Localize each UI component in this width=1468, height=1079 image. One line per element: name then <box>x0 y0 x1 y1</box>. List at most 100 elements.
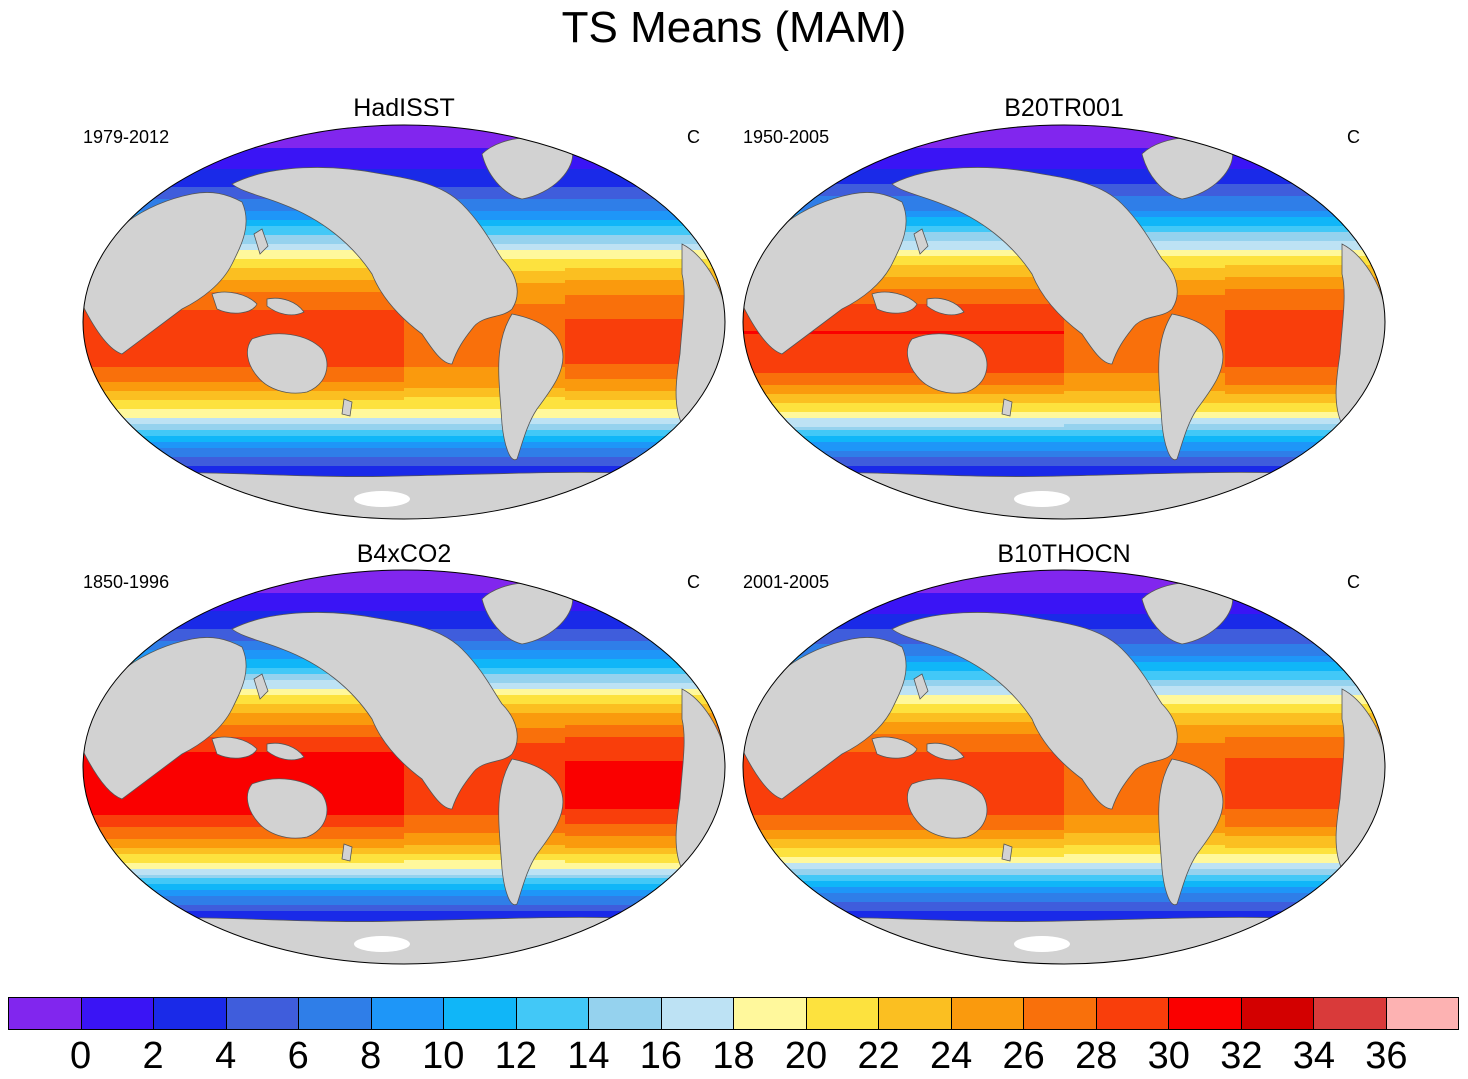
sst-band <box>162 490 244 494</box>
sst-band <box>565 439 647 443</box>
sst-band <box>1225 647 1307 651</box>
sst-band <box>1305 493 1385 497</box>
sst-band <box>83 478 164 482</box>
sst-band <box>822 629 904 633</box>
sst-band <box>1144 307 1226 311</box>
colorbar-tick-label: 12 <box>494 1035 537 1077</box>
sst-band <box>983 439 1065 443</box>
sst-band <box>1144 268 1226 272</box>
sst-band <box>243 599 325 603</box>
sst-band <box>822 325 904 329</box>
sst-band <box>1064 593 1146 597</box>
sst-band <box>323 268 405 272</box>
sst-band <box>822 433 904 437</box>
sst-band <box>162 424 244 428</box>
sst-band <box>484 208 566 212</box>
sst-band <box>743 575 824 579</box>
sst-band <box>243 650 325 654</box>
sst-band <box>565 941 647 945</box>
sst-band <box>1144 758 1226 762</box>
sst-band <box>1225 283 1307 287</box>
sst-band <box>83 160 164 164</box>
sst-band <box>1144 650 1226 654</box>
sst-band <box>645 238 725 242</box>
sst-band <box>404 391 486 395</box>
sst-band <box>323 301 405 305</box>
sst-band <box>1064 872 1146 876</box>
sst-band <box>1305 454 1385 458</box>
sst-band <box>983 157 1065 161</box>
sst-band <box>903 776 985 780</box>
sst-band <box>1225 902 1307 906</box>
sst-band <box>743 833 824 837</box>
sst-band <box>743 632 824 636</box>
sst-band <box>983 857 1065 861</box>
sst-band <box>565 169 647 173</box>
sst-band <box>243 836 325 840</box>
sst-band <box>743 584 824 588</box>
sst-band <box>83 575 164 579</box>
sst-band <box>83 514 164 518</box>
sst-band <box>565 641 647 645</box>
sst-band <box>903 914 985 918</box>
sst-band <box>243 316 325 320</box>
sst-band <box>1225 199 1307 203</box>
sst-band <box>1305 935 1385 939</box>
sst-band <box>565 457 647 461</box>
sst-band <box>83 641 164 645</box>
sst-band <box>404 136 486 140</box>
sst-band <box>484 704 566 708</box>
sst-band <box>1305 944 1385 948</box>
sst-band <box>903 151 985 155</box>
land-mass <box>1158 313 1224 461</box>
sst-band <box>1225 169 1307 173</box>
sst-band <box>565 827 647 831</box>
sst-band <box>1144 722 1226 726</box>
sst-band <box>323 325 405 329</box>
sst-band <box>743 154 824 158</box>
sst-band <box>645 133 725 137</box>
sst-band <box>1225 668 1307 672</box>
sst-band <box>323 893 405 897</box>
sst-band <box>743 620 824 624</box>
sst-band <box>1225 680 1307 684</box>
sst-band <box>1225 322 1307 326</box>
sst-band <box>323 887 405 891</box>
sst-band <box>565 833 647 837</box>
sst-band <box>1225 851 1307 855</box>
sst-band <box>565 671 647 675</box>
sst-band <box>323 590 405 594</box>
sst-band <box>323 857 405 861</box>
sst-band <box>565 319 647 323</box>
sst-band <box>83 448 164 452</box>
sst-band <box>983 313 1065 317</box>
sst-band <box>1225 505 1307 509</box>
sst-band <box>323 298 405 302</box>
sst-band <box>565 791 647 795</box>
sst-band <box>243 905 325 909</box>
sst-band <box>822 391 904 395</box>
sst-band <box>743 457 824 461</box>
sst-band <box>1305 680 1385 684</box>
sst-band <box>1225 319 1307 323</box>
sst-band <box>1225 415 1307 419</box>
sst-band <box>743 403 824 407</box>
sst-band <box>1225 575 1307 579</box>
sst-band <box>1225 448 1307 452</box>
sst-band <box>162 575 244 579</box>
sst-band <box>1144 962 1226 964</box>
sst-band <box>565 575 647 579</box>
sst-band <box>404 163 486 167</box>
sst-band <box>822 581 904 585</box>
sst-band <box>565 418 647 422</box>
sst-band <box>1144 749 1226 753</box>
sst-band <box>162 373 244 377</box>
sst-band <box>1064 578 1146 582</box>
sst-band <box>903 962 985 964</box>
sst-band <box>323 316 405 320</box>
sst-band <box>1064 463 1146 467</box>
sst-band <box>243 653 325 657</box>
sst-band <box>243 418 325 422</box>
sst-band <box>743 493 824 497</box>
sst-band <box>83 406 164 410</box>
